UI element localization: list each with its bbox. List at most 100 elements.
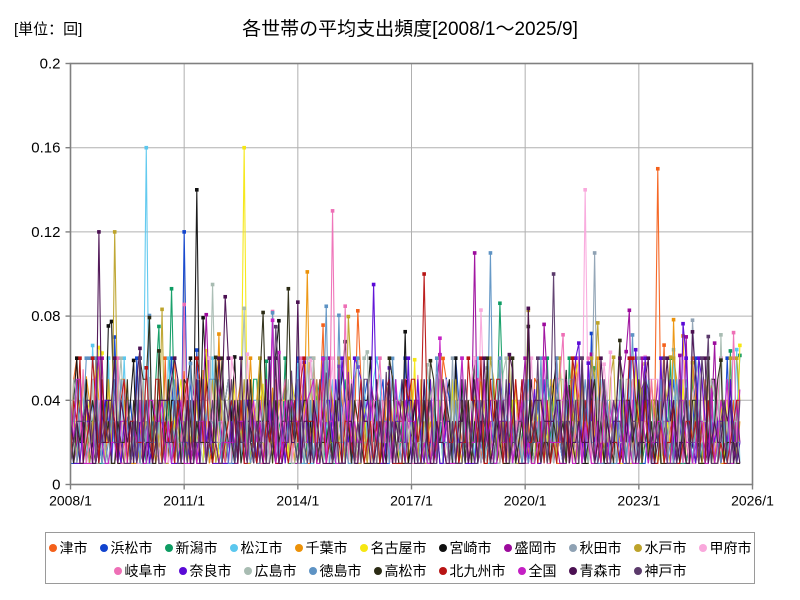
series-marker: [337, 356, 341, 360]
series-marker: [595, 356, 600, 360]
series-marker: [273, 356, 278, 360]
series-marker: [157, 349, 161, 353]
series-marker: [100, 351, 104, 355]
series-marker: [731, 330, 736, 335]
series-marker: [264, 359, 269, 364]
series-marker: [479, 356, 483, 360]
series-marker: [700, 356, 704, 360]
series-marker: [147, 313, 152, 318]
y-tick-label: 0.12: [31, 224, 60, 241]
series-marker: [217, 356, 221, 360]
series-marker: [368, 356, 373, 360]
legend-item-宮崎市[interactable]: 宮崎市: [438, 539, 492, 556]
legend-item-奈良市[interactable]: 奈良市: [178, 564, 232, 578]
legend-item-label: 徳島市: [319, 562, 362, 579]
series-marker: [583, 188, 587, 192]
series-marker: [330, 356, 335, 360]
series-marker: [539, 356, 543, 360]
legend-item-label: 宮崎市: [449, 539, 492, 556]
x-tick-label: 2017/1: [390, 493, 433, 509]
series-marker: [277, 350, 281, 355]
legend-item-秋田市[interactable]: 秋田市: [568, 541, 622, 555]
series-marker: [403, 356, 407, 360]
series-marker: [498, 301, 502, 306]
legend-item-名古屋市[interactable]: 名古屋市: [359, 539, 427, 556]
legend-item-高松市[interactable]: 高松市: [373, 564, 427, 578]
series-marker: [662, 343, 666, 347]
legend-row: 津市 浜松市 新潟市 松江市 千葉市 名古屋市 宮崎市 盛岡市 秋田市 水戸市 甲府市: [46, 536, 754, 559]
legend-item-水戸市[interactable]: 水戸市: [633, 539, 687, 556]
series-marker: [725, 356, 730, 360]
series-marker: [135, 356, 139, 360]
y-tick-label: 0.04: [31, 392, 60, 409]
legend-item-広島市[interactable]: 広島市: [243, 562, 297, 579]
series-marker: [706, 334, 711, 339]
legend-marker-icon: [438, 566, 447, 575]
legend-item-盛岡市[interactable]: 盛岡市: [503, 541, 557, 555]
series-marker: [690, 330, 695, 334]
series-marker: [624, 349, 628, 354]
legend-item-label: 広島市: [254, 562, 297, 579]
series-marker: [637, 356, 641, 360]
series-marker: [589, 356, 594, 360]
series-marker: [308, 356, 313, 360]
series-marker: [302, 356, 306, 360]
series-marker: [567, 356, 572, 360]
series-marker: [734, 356, 739, 360]
legend-item-岐阜市[interactable]: 岐阜市: [113, 564, 167, 578]
series-marker: [618, 338, 622, 343]
legend-item-徳島市[interactable]: 徳島市: [308, 562, 362, 579]
legend-item-松江市[interactable]: 松江市: [229, 541, 283, 555]
legend-item-浜松市[interactable]: 浜松市: [99, 539, 153, 556]
legend-item-甲府市[interactable]: 甲府市: [698, 541, 752, 555]
legend-item-千葉市[interactable]: 千葉市: [294, 541, 348, 555]
series-marker: [75, 356, 79, 360]
series-marker: [371, 282, 376, 287]
series-marker: [734, 347, 739, 352]
series-marker: [97, 230, 101, 234]
series-marker: [182, 302, 186, 307]
series-marker: [229, 356, 234, 360]
legend-item-新潟市[interactable]: 新潟市: [164, 541, 218, 555]
series-marker: [425, 363, 430, 367]
series-marker: [662, 356, 666, 360]
legend-item-青森市[interactable]: 青森市: [568, 564, 622, 578]
series-marker: [659, 356, 663, 360]
legend-item-北九州市[interactable]: 北九州市: [438, 562, 506, 579]
series-marker: [277, 318, 281, 323]
series-marker: [324, 304, 329, 309]
series-marker: [488, 356, 493, 360]
legend-item-神戸市[interactable]: 神戸市: [633, 564, 687, 578]
series-marker: [337, 313, 341, 318]
series-marker: [195, 356, 199, 360]
series-marker: [90, 343, 95, 348]
series-marker: [719, 358, 723, 362]
series-marker: [422, 272, 426, 276]
x-tick-label: 2014/1: [276, 493, 319, 509]
legend-item-全国[interactable]: 全国: [517, 564, 557, 578]
series-marker: [488, 251, 493, 255]
series-marker: [112, 230, 117, 234]
series-marker: [703, 356, 707, 360]
legend-item-label: 水戸市: [644, 539, 687, 556]
legend-item-label: 北九州市: [449, 562, 506, 579]
series-marker: [599, 356, 603, 360]
series-marker: [589, 331, 594, 336]
legend-marker-icon: [438, 543, 447, 552]
series-marker: [270, 318, 275, 323]
legend-item-label: 浜松市: [110, 539, 153, 556]
series-marker: [106, 356, 111, 360]
x-tick-label: 2020/1: [504, 493, 547, 509]
legend-item-label: 名古屋市: [370, 539, 427, 556]
legend-marker-icon: [633, 543, 642, 552]
legend-marker-icon: [359, 543, 368, 552]
series-marker: [147, 315, 152, 320]
series-marker: [182, 230, 186, 234]
series-marker: [343, 304, 347, 308]
legend-marker-icon: [308, 566, 317, 575]
page-title: 各世帯の平均支出頻度[2008/1～2025/9]: [0, 14, 800, 41]
legend-item-津市[interactable]: 津市: [48, 541, 88, 555]
x-tick-label: 2023/1: [617, 493, 660, 509]
series-marker: [160, 307, 164, 312]
series-marker: [719, 333, 723, 337]
